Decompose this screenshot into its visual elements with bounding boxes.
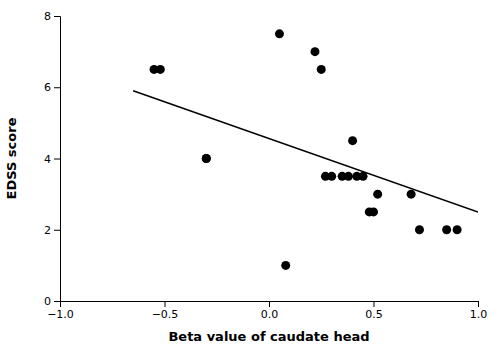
point	[442, 225, 451, 234]
x-tick-label: 1.0	[470, 308, 488, 321]
point	[317, 65, 326, 74]
y-tick-mark	[54, 301, 60, 302]
x-tick: −0.5	[152, 301, 179, 321]
chart: −1.0 −0.5 0.0 0.5 1.0 0 2 4 6 8 Beta value of caud…	[0, 0, 500, 351]
y-tick: 2	[44, 224, 60, 237]
point	[310, 47, 319, 56]
point	[156, 65, 165, 74]
point	[344, 172, 353, 181]
x-tick-mark	[478, 301, 479, 307]
y-tick-label: 8	[44, 10, 51, 23]
x-tick: −1.0	[47, 301, 74, 321]
point	[202, 154, 211, 163]
y-tick: 0	[44, 295, 60, 308]
point	[275, 29, 284, 38]
point	[348, 136, 357, 145]
plot-area: −1.0 −0.5 0.0 0.5 1.0 0 2 4 6 8	[44, 10, 487, 321]
y-axis-line	[54, 17, 61, 302]
y-tick-mark	[54, 159, 60, 160]
marks	[133, 29, 478, 270]
point	[373, 190, 382, 199]
x-tick-label: −1.0	[47, 308, 74, 321]
x-tick: 0.5	[365, 301, 383, 321]
point	[359, 172, 368, 181]
point	[327, 172, 336, 181]
y-tick-label: 2	[44, 224, 51, 237]
point	[415, 225, 424, 234]
point	[453, 225, 462, 234]
y-tick: 8	[44, 10, 60, 23]
x-tick-mark	[165, 301, 166, 307]
y-tick-label: 6	[44, 81, 51, 94]
y-tick-mark	[54, 87, 60, 88]
x-tick: 0.0	[261, 301, 279, 321]
y-tick: 6	[44, 81, 60, 94]
x-tick-mark	[269, 301, 270, 307]
x-tick-label: 0.5	[365, 308, 383, 321]
y-tick: 4	[44, 153, 60, 166]
x-tick-label: −0.5	[152, 308, 179, 321]
y-axis: 0 2 4 6 8	[44, 10, 61, 308]
y-tick-mark	[54, 16, 60, 17]
point	[407, 190, 416, 199]
regression-line	[133, 91, 478, 212]
y-axis-title: EDSS score	[4, 117, 19, 199]
x-tick: 1.0	[470, 301, 488, 321]
point	[369, 207, 378, 216]
x-axis-line	[61, 302, 479, 308]
point	[202, 154, 211, 163]
point	[281, 261, 290, 270]
x-axis: −1.0 −0.5 0.0 0.5 1.0	[47, 301, 487, 321]
x-tick-label: 0.0	[261, 308, 279, 321]
y-tick-mark	[54, 230, 60, 231]
y-tick-label: 0	[44, 295, 51, 308]
points	[150, 29, 462, 270]
x-axis-title: Beta value of caudate head	[168, 329, 369, 344]
x-tick-mark	[374, 301, 375, 307]
y-tick-label: 4	[44, 153, 51, 166]
